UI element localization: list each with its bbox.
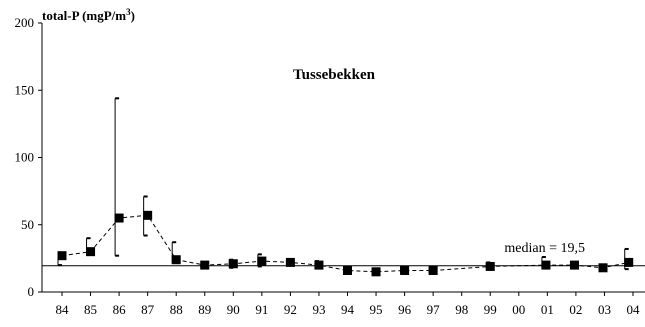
data-point: [485, 261, 495, 271]
x-tick-label: 98: [455, 302, 468, 317]
data-point: [569, 260, 579, 270]
y-tick-label: 200: [15, 15, 35, 30]
data-point: [343, 265, 352, 275]
y-tick-label: 150: [15, 82, 35, 97]
y-axis-label: total-P (mgP/m3): [42, 7, 135, 23]
x-tick-label: 02: [569, 302, 582, 317]
median-group: median = 19,5: [42, 241, 645, 267]
x-tick-label: 00: [512, 302, 525, 317]
y-axis-label-main: total-P (mgP/m: [42, 8, 126, 23]
y-axis: 0 50 100 150 200: [15, 15, 43, 299]
data-point: [400, 265, 410, 275]
data-point: [200, 260, 210, 270]
x-tick-label: 95: [370, 302, 383, 317]
x-tick-label: 03: [598, 302, 611, 317]
x-tick-label: 94: [341, 302, 355, 317]
data-point: [624, 257, 634, 267]
y-tick-label: 100: [15, 150, 35, 165]
data-point: [314, 260, 324, 270]
data-point: [371, 267, 381, 277]
data-point: [428, 265, 438, 275]
x-tick-label: 86: [113, 302, 127, 317]
x-tick-label: 89: [198, 302, 211, 317]
y-axis-label-superscript: 3: [126, 7, 131, 17]
y-tick-label: 50: [21, 217, 34, 232]
x-tick-label: 92: [284, 302, 297, 317]
x-axis: 84 85 86 87 88 89 90 91 92 93 94 95 96 97 98 99 00 01 02 03…: [42, 291, 645, 317]
data-point: [228, 259, 238, 269]
x-tick-label: 88: [170, 302, 183, 317]
x-tick-label: 93: [312, 302, 325, 317]
data-point: [257, 256, 267, 266]
x-tick-label: 85: [84, 302, 97, 317]
x-tick-label: 84: [56, 302, 70, 317]
data-point: [285, 257, 295, 267]
data-point: [86, 247, 96, 257]
x-tick-label: 01: [541, 302, 554, 317]
x-tick-label: 87: [141, 302, 155, 317]
x-tick-label: 90: [227, 302, 240, 317]
x-tick-label: 04: [627, 302, 641, 317]
y-axis-label-end: ): [131, 8, 135, 23]
series-group: [57, 97, 634, 277]
data-point: [114, 213, 124, 223]
y-tick-label: 0: [28, 284, 35, 299]
x-tick-label: 99: [484, 302, 497, 317]
x-tick-label: 97: [427, 302, 441, 317]
data-point: [598, 263, 608, 273]
data-point: [143, 210, 153, 220]
median-label: median = 19,5: [504, 241, 585, 256]
x-tick-label: 96: [398, 302, 412, 317]
x-tick-label: 91: [255, 302, 268, 317]
data-point: [171, 255, 181, 265]
data-point: [541, 260, 551, 270]
data-point: [57, 251, 67, 261]
chart-title: Tussebekken: [293, 67, 376, 83]
